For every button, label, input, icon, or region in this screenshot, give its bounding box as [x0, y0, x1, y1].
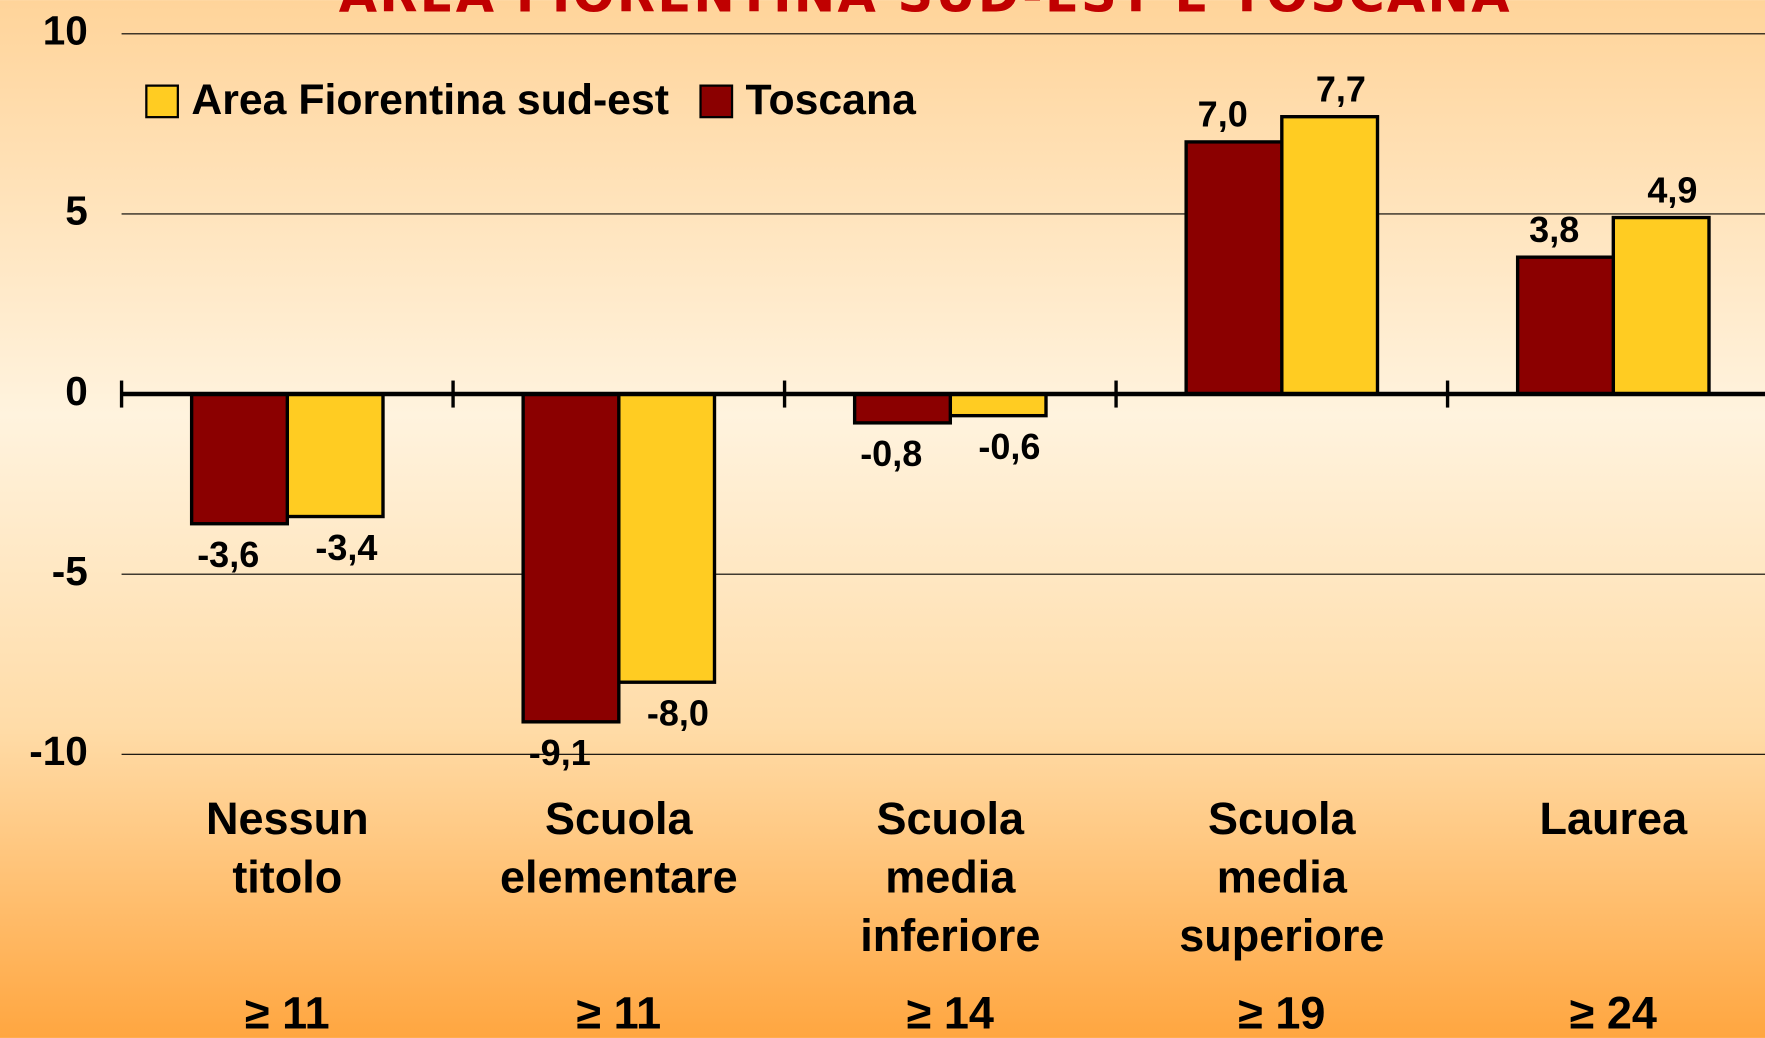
category-note: ≥ 24 — [1570, 987, 1657, 1038]
bar — [948, 392, 1048, 418]
x-tick-label: Scuola media inferiore — [860, 793, 1040, 961]
data-label: -0,6 — [978, 426, 1040, 467]
data-label: 4,9 — [1647, 169, 1697, 210]
category-note: ≥ 11 — [245, 987, 330, 1038]
bar — [285, 392, 385, 519]
y-tick-label: -5 — [52, 548, 88, 594]
x-tick-label: Laurea — [1540, 793, 1689, 844]
bar — [189, 392, 290, 526]
y-tick-label: 10 — [43, 8, 88, 54]
category-note: ≥ 11 — [576, 987, 661, 1038]
legend-label: Area Fiorentina sud-est — [191, 76, 669, 124]
data-label: -0,8 — [860, 433, 922, 474]
y-tick-label: 0 — [65, 368, 88, 414]
legend-swatch — [145, 84, 179, 119]
data-label: 7,0 — [1198, 94, 1248, 135]
bar — [521, 392, 621, 724]
data-label: 3,8 — [1529, 209, 1579, 250]
data-label: -3,4 — [315, 527, 377, 568]
legend-label: Toscana — [746, 76, 918, 124]
y-tick-label: -10 — [29, 728, 88, 774]
bar — [617, 392, 717, 684]
bar — [1184, 140, 1284, 396]
chart-title: AREA FIORENTINA SUD-EST E TOSCANA — [339, 0, 1512, 23]
x-tick-label: Nessun titolo — [206, 793, 369, 903]
bar — [852, 392, 953, 425]
bar — [1280, 115, 1380, 396]
category-note: ≥ 19 — [1238, 987, 1325, 1038]
data-label: -8,0 — [647, 693, 709, 734]
x-tick-label: Scuola media superiore — [1179, 793, 1384, 961]
bar — [1611, 215, 1711, 396]
y-tick-label: 5 — [65, 188, 88, 234]
data-label: -9,1 — [529, 732, 591, 773]
bar — [1515, 255, 1616, 396]
data-label: -3,6 — [197, 534, 259, 575]
x-tick-label: Scuola elementare — [500, 793, 738, 903]
data-label: 7,7 — [1316, 68, 1366, 109]
category-note: ≥ 14 — [907, 987, 994, 1038]
legend-swatch — [699, 84, 734, 119]
